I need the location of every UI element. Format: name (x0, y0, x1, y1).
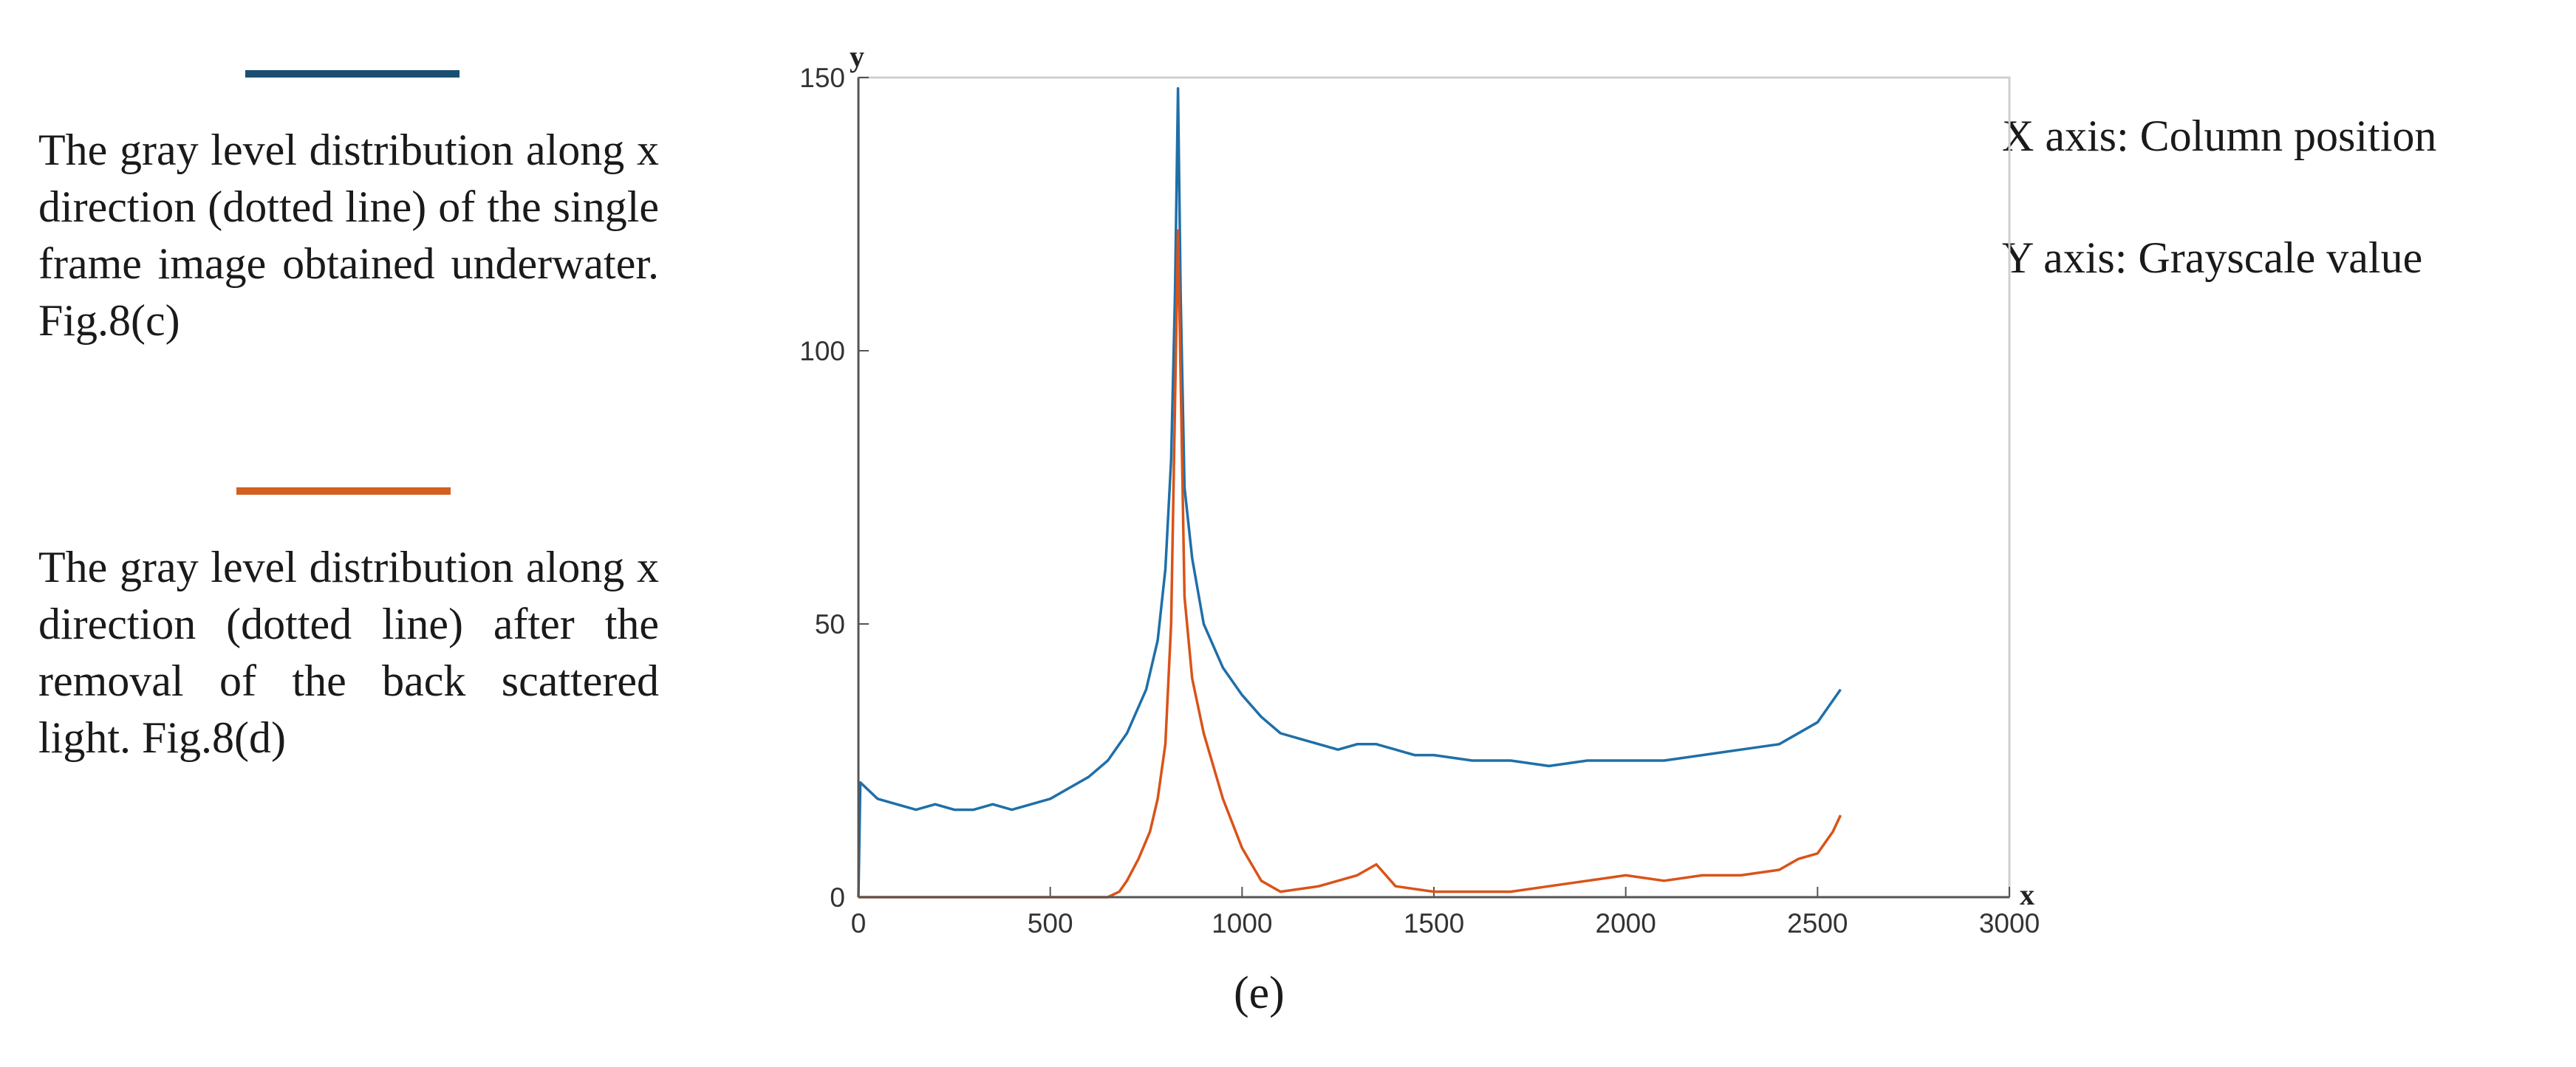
series-line-single-frame (857, 87, 1842, 898)
legend-swatch-orange (236, 487, 451, 495)
x-tick-label: 2000 (1596, 908, 1656, 939)
x-tick-label: 500 (1028, 908, 1073, 939)
x-tick-label: 3000 (1979, 908, 2040, 939)
x-axis-note: X axis: Column position (2002, 111, 2437, 160)
y-tick-label: 50 (815, 609, 845, 639)
plot-area-frame (857, 76, 2011, 899)
x-tick-label: 1500 (1404, 908, 1464, 939)
y-tick-label: 100 (799, 336, 845, 366)
y-axis-note: Y axis: Grayscale value (2002, 233, 2423, 282)
legend-text-single-frame: The gray level distribution along x dire… (38, 126, 659, 345)
axes (857, 78, 2009, 899)
x-axis-label: x (2020, 878, 2035, 911)
figure-caption: (e) (1234, 968, 1285, 1018)
series-line-backscatter-removed (858, 229, 1842, 899)
axis-ticks: 0 500 1000 1500 2000 2500 3000 0 50 100 150 (799, 63, 2040, 939)
legend-swatch-blue (245, 70, 459, 78)
y-axis-label: y (850, 40, 864, 73)
x-tick-label: 2500 (1787, 908, 1848, 939)
y-tick-label: 0 (830, 882, 845, 913)
series-lines (857, 87, 1842, 899)
x-tick-label: 1000 (1212, 908, 1272, 939)
legend-text-backscatter-removed: The gray level distribution along x dire… (38, 543, 659, 762)
x-tick-label: 0 (851, 908, 867, 939)
y-tick-label: 150 (799, 63, 845, 93)
